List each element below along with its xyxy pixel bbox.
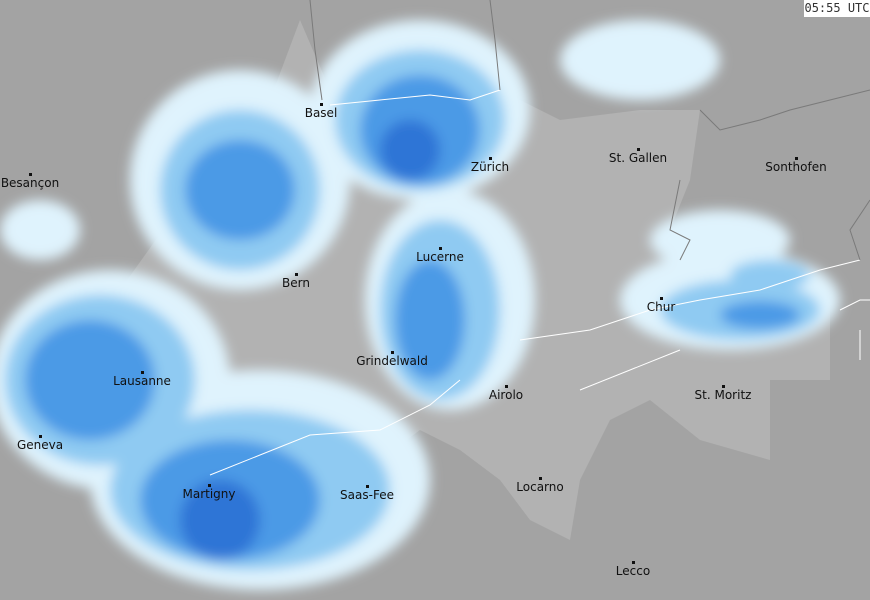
city-dot-z-rich [489, 157, 492, 160]
borders [209, 89, 870, 476]
city-dot-st-gallen [637, 148, 640, 151]
city-label-airolo: Airolo [488, 388, 524, 402]
city-label-geneva: Geneva [16, 438, 64, 452]
city-dot-saas-fee [366, 485, 369, 488]
city-dot-sonthofen [795, 157, 798, 160]
city-label-besan-on: Besançon [0, 176, 60, 190]
city-label-locarno: Locarno [516, 480, 564, 494]
city-dot-st-moritz [722, 385, 725, 388]
radar-timestamp: 05:55 UTC [804, 0, 870, 17]
city-label-lecco: Lecco [615, 564, 651, 578]
radar-precipitation [0, 20, 840, 590]
city-label-saas-fee: Saas-Fee [340, 488, 394, 502]
border-valais [209, 379, 461, 476]
border-east [519, 259, 861, 341]
city-label-grindelwald: Grindelwald [356, 354, 428, 368]
city-label-lausanne: Lausanne [113, 374, 171, 388]
city-dot-geneva [39, 435, 42, 438]
city-dot-lucerne [439, 247, 442, 250]
city-dot-basel [320, 103, 323, 106]
city-dot-airolo [505, 385, 508, 388]
city-label-basel: Basel [304, 106, 338, 120]
city-label-sonthofen: Sonthofen [765, 160, 827, 174]
border-rhine [329, 89, 501, 106]
city-label-martigny: Martigny [182, 487, 236, 501]
city-label-st-moritz: St. Moritz [694, 388, 752, 402]
city-label-st-gallen: St. Gallen [608, 151, 668, 165]
region-lines [309, 0, 870, 261]
city-dot-lecco [632, 561, 635, 564]
city-label-z-rich: Zürich [470, 160, 510, 174]
city-label-chur: Chur [646, 300, 676, 314]
city-dot-locarno [539, 477, 542, 480]
city-dot-chur [660, 297, 663, 300]
city-dot-martigny [208, 484, 211, 487]
city-dot-grindelwald [391, 351, 394, 354]
city-label-bern: Bern [282, 276, 310, 290]
city-label-lucerne: Lucerne [416, 250, 464, 264]
city-dot-lausanne [141, 371, 144, 374]
city-dot-besan-on [29, 173, 32, 176]
city-dot-bern [295, 273, 298, 276]
